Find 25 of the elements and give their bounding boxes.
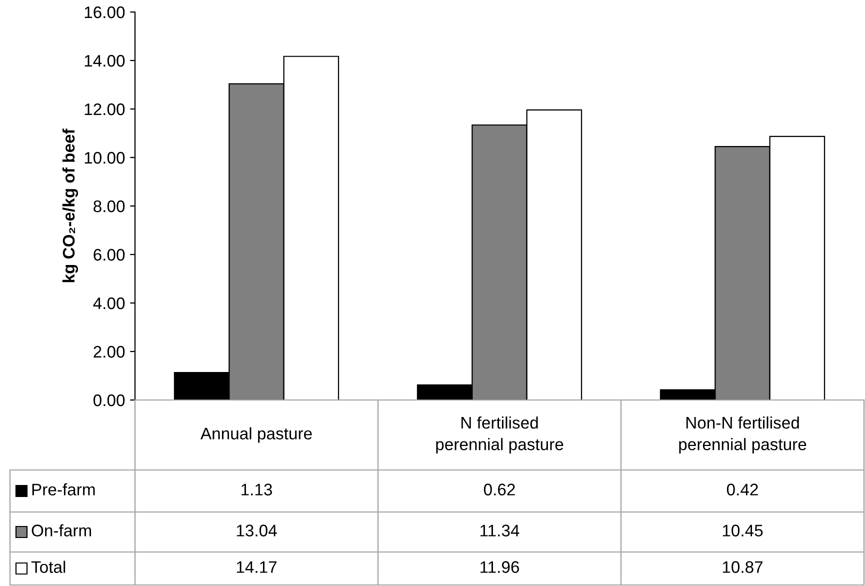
y-axis-title: kg CO₂-e/kg of beef	[62, 128, 78, 282]
x-tick-label: N fertilised perennial pasture	[436, 416, 564, 454]
y-tick-label: 14.00	[84, 54, 125, 67]
y-tick-label: 12.00	[84, 103, 125, 116]
data-label: 0.42	[726, 484, 758, 496]
y-tick-label: 4.00	[93, 297, 125, 310]
x-tick-label: Non-N fertilised perennial pasture	[679, 416, 806, 454]
legend-label: Total	[31, 560, 66, 573]
legend-label: On-farm	[32, 524, 92, 536]
y-tick-label: 16.00	[84, 6, 125, 18]
y-tick-label: 8.00	[94, 200, 125, 212]
data-label: 11.96	[480, 561, 520, 573]
data-label: 10.87	[722, 561, 763, 573]
data-label: 13.04	[236, 524, 277, 536]
data-label: 14.17	[236, 561, 277, 573]
data-label: 10.45	[722, 524, 763, 536]
y-tick-label: 2.00	[94, 346, 125, 358]
y-tick-label: 10.00	[84, 152, 125, 164]
legend-label: Pre-farm	[32, 483, 95, 496]
data-label: 11.34	[480, 524, 520, 536]
x-tick-label: Annual pasture	[200, 427, 312, 443]
y-tick-label: 6.00	[94, 248, 125, 261]
y-tick-label: 0.00	[93, 394, 125, 406]
data-label: 0.62	[484, 484, 515, 496]
data-label: 1.13	[242, 484, 272, 496]
